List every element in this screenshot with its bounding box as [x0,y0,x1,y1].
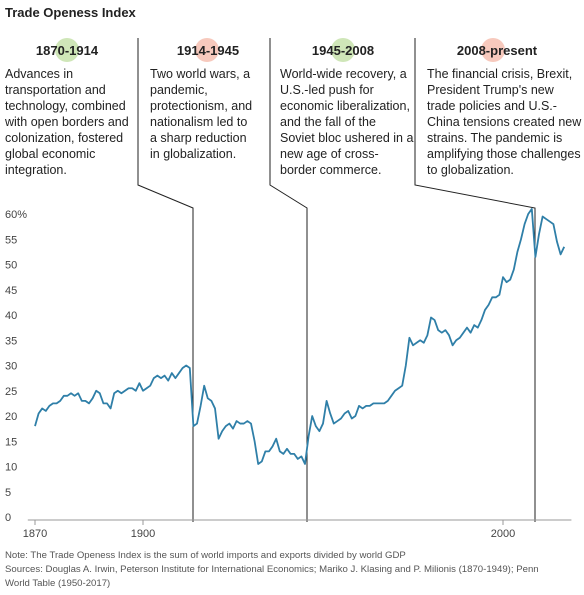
x-tick-label: 1900 [131,528,155,540]
era-divider [137,38,194,522]
era-text: in globalization. [150,147,236,161]
era-text: U.S.-led push for [280,83,374,97]
footnote: Note: The Trade Openess Index is the sum… [5,550,406,561]
era-dot [331,38,355,62]
era-text: with open borders and [4,115,129,129]
era-period: 2008-present [457,43,538,58]
y-tick-label: 10 [5,462,17,474]
y-tick-label: 0 [5,512,11,524]
chart-title: Trade Openess Index [5,5,137,20]
era-text: border commerce. [280,163,381,177]
y-tick-label: 50 [5,260,17,272]
era-text: nationalism led to [150,115,247,129]
data-line [34,208,566,465]
y-tick-label: 45 [5,285,17,297]
era-text: transportation and [5,83,106,97]
era-text: new age of cross- [280,147,379,161]
era-text: a sharp reduction [150,131,247,145]
x-tick-label: 1870 [23,528,47,540]
y-tick-label: 55 [5,234,17,246]
era-period: 1945-2008 [312,43,374,58]
era-text: colonization, fostered [5,131,123,145]
era-text: and the fall of the [280,115,376,129]
y-tick-label: 15 [5,436,17,448]
y-tick-label: 40 [5,310,17,322]
era-period: 1914-1945 [177,43,239,58]
y-tick-label: 35 [5,335,17,347]
era-text: President Trump's new [427,83,555,97]
era-text: pandemic, [150,83,208,97]
y-tick-label: 20 [5,411,17,423]
era-text: economic liberalization, [280,99,410,113]
y-tick-label: 5 [5,487,11,499]
era-text: strains. The pandemic is [427,131,562,145]
era-text: integration. [5,163,67,177]
y-tick-label: 30 [5,361,17,373]
era-text: The financial crisis, Brexit, [427,67,572,81]
footnote: World Table (1950-2017) [5,578,110,589]
era-text: technology, combined [5,99,126,113]
era-divider [269,38,308,522]
era-text: to globalization. [427,163,514,177]
era-text: Two world wars, a [150,67,250,81]
era-dot [195,38,219,62]
y-tick-label: 60% [5,209,27,221]
era-text: China tensions created new [427,115,582,129]
era-text: trade policies and U.S.- [427,99,557,113]
era-text: Advances in [5,67,73,81]
era-divider [414,38,536,522]
era-dot [55,38,79,62]
footnote: Sources: Douglas A. Irwin, Peterson Inst… [5,564,539,575]
era-text: Soviet bloc ushered in a [280,131,413,145]
era-text: amplifying those challenges [427,147,581,161]
y-tick-label: 25 [5,386,17,398]
era-text: global economic [5,147,95,161]
era-text: protectionism, and [150,99,252,113]
era-dot [481,38,505,62]
x-tick-label: 2000 [491,528,515,540]
era-period: 1870-1914 [36,43,99,58]
era-text: World-wide recovery, a [280,67,407,81]
